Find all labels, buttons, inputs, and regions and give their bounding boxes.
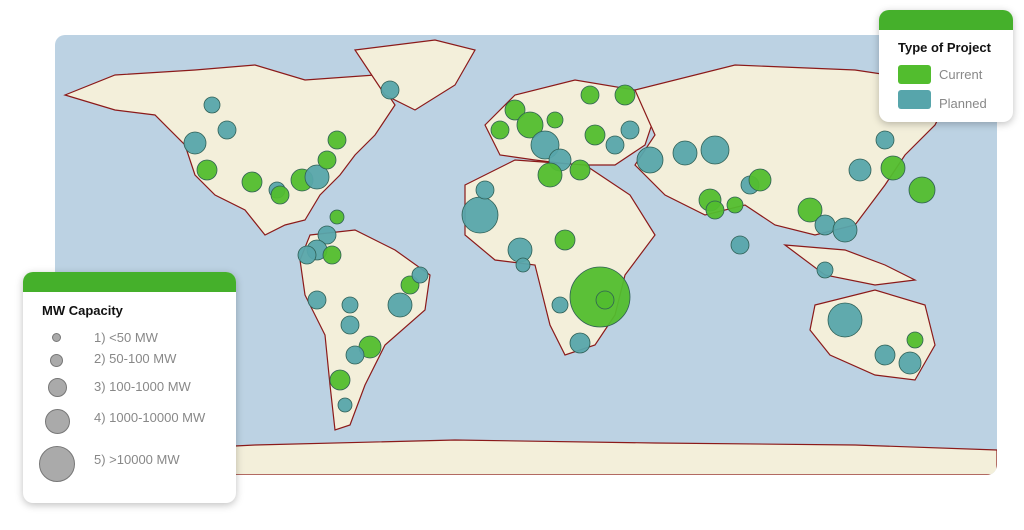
mw-capacity-legend: MW Capacity 1) <50 MW 2) 50-100 MW 3) 10… [23,272,236,503]
current-project-marker[interactable] [880,155,906,181]
planned-project-marker[interactable] [387,292,413,318]
planned-project-marker[interactable] [816,261,834,279]
planned-project-marker[interactable] [874,344,896,366]
planned-project-marker[interactable] [461,196,499,234]
planned-project-marker[interactable] [875,130,895,150]
planned-project-marker[interactable] [620,120,640,140]
current-project-marker[interactable] [584,124,606,146]
current-project-marker[interactable] [270,185,290,205]
current-project-marker[interactable] [490,120,510,140]
planned-project-marker[interactable] [730,235,750,255]
current-project-marker[interactable] [317,150,337,170]
planned-project-marker[interactable] [340,315,360,335]
southeast-asia [782,244,918,286]
planned-project-marker[interactable] [307,290,327,310]
current-project-marker[interactable] [580,85,600,105]
planned-project-marker[interactable] [832,217,858,243]
current-project-marker[interactable] [537,162,563,188]
planned-project-marker[interactable] [203,96,221,114]
current-project-marker[interactable] [327,130,347,150]
planned-project-marker[interactable] [551,296,569,314]
planned-project-marker[interactable] [636,146,664,174]
planned-project-marker[interactable] [814,214,836,236]
project-markers [183,80,936,413]
size-label-5: 5) >10000 MW [94,452,180,467]
current-project-marker[interactable] [504,99,526,121]
planned-project-marker[interactable] [569,332,591,354]
current-project-marker[interactable] [569,159,591,181]
size-label-3: 3) 100-1000 MW [94,379,191,394]
size-label-1: 1) <50 MW [94,330,158,345]
current-project-marker[interactable] [329,209,345,225]
planned-project-marker[interactable] [672,140,698,166]
planned-project-marker[interactable] [341,296,359,314]
current-project-marker[interactable] [705,200,725,220]
current-project-marker[interactable] [554,229,576,251]
current-project-marker[interactable] [516,111,544,139]
legend-label-current: Current [939,67,983,82]
size-label-2: 2) 50-100 MW [94,351,177,366]
current-project-marker[interactable] [595,290,615,310]
current-swatch [898,65,931,84]
current-project-marker[interactable] [908,176,936,204]
current-project-marker[interactable] [546,111,564,129]
size-circle-2 [50,354,63,367]
legend-header-bar [23,272,236,292]
current-project-marker[interactable] [906,331,924,349]
current-project-marker[interactable] [329,369,351,391]
size-circle-3 [48,378,67,397]
legend-header-bar [879,10,1013,30]
legend-title: MW Capacity [42,303,123,318]
size-circle-5 [39,446,75,482]
planned-project-marker[interactable] [217,120,237,140]
world-map[interactable] [55,35,997,475]
planned-swatch [898,90,931,109]
current-project-marker[interactable] [614,84,636,106]
planned-project-marker[interactable] [898,351,922,375]
planned-project-marker[interactable] [304,164,330,190]
legend-title: Type of Project [898,40,991,55]
type-of-project-legend: Type of Project Current Planned [879,10,1013,122]
planned-project-marker[interactable] [337,397,353,413]
planned-project-marker[interactable] [380,80,400,100]
north-america [63,64,396,236]
planned-project-marker[interactable] [515,257,531,273]
antarctica [55,439,997,475]
size-circle-1 [52,333,61,342]
current-project-marker[interactable] [241,171,263,193]
planned-project-marker[interactable] [605,135,625,155]
current-project-marker[interactable] [322,245,342,265]
legend-label-planned: Planned [939,96,987,111]
planned-project-marker[interactable] [475,180,495,200]
planned-project-marker[interactable] [411,266,429,284]
planned-project-marker[interactable] [700,135,730,165]
current-project-marker[interactable] [797,197,823,223]
planned-project-marker[interactable] [297,245,317,265]
planned-project-marker[interactable] [317,225,337,245]
current-project-marker[interactable] [748,168,772,192]
planned-project-marker[interactable] [848,158,872,182]
size-label-4: 4) 1000-10000 MW [94,410,206,425]
planned-project-marker[interactable] [345,345,365,365]
size-circle-4 [45,409,70,434]
current-project-marker[interactable] [196,159,218,181]
current-project-marker[interactable] [726,196,744,214]
planned-project-marker[interactable] [827,302,863,338]
planned-project-marker[interactable] [183,131,207,155]
